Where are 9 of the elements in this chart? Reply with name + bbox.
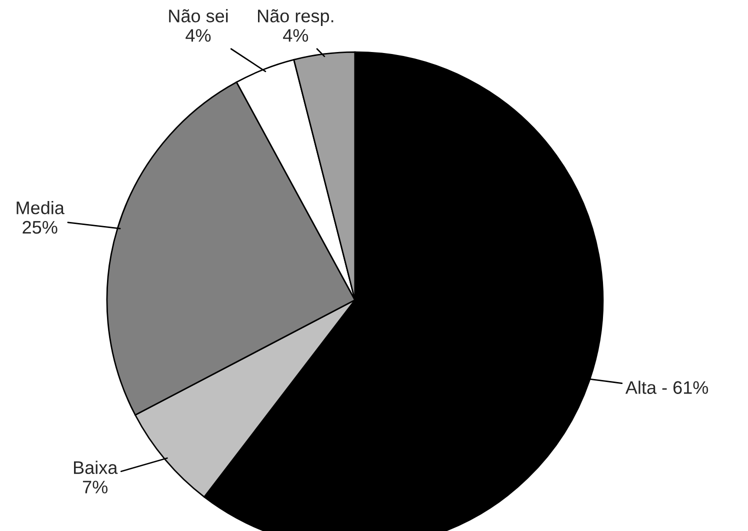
slice-label: Baixa <box>74 460 118 474</box>
data-label: 25% <box>22 220 58 234</box>
data-label: 4% <box>186 29 211 42</box>
data-label: 4% <box>283 29 308 42</box>
slice-label: Não sei <box>169 9 228 22</box>
data-label: 7% <box>82 480 108 494</box>
slice-label: Alta - 61% <box>625 380 708 394</box>
slice-label: Não resp. <box>258 9 334 26</box>
slice-label: Media <box>16 201 64 214</box>
